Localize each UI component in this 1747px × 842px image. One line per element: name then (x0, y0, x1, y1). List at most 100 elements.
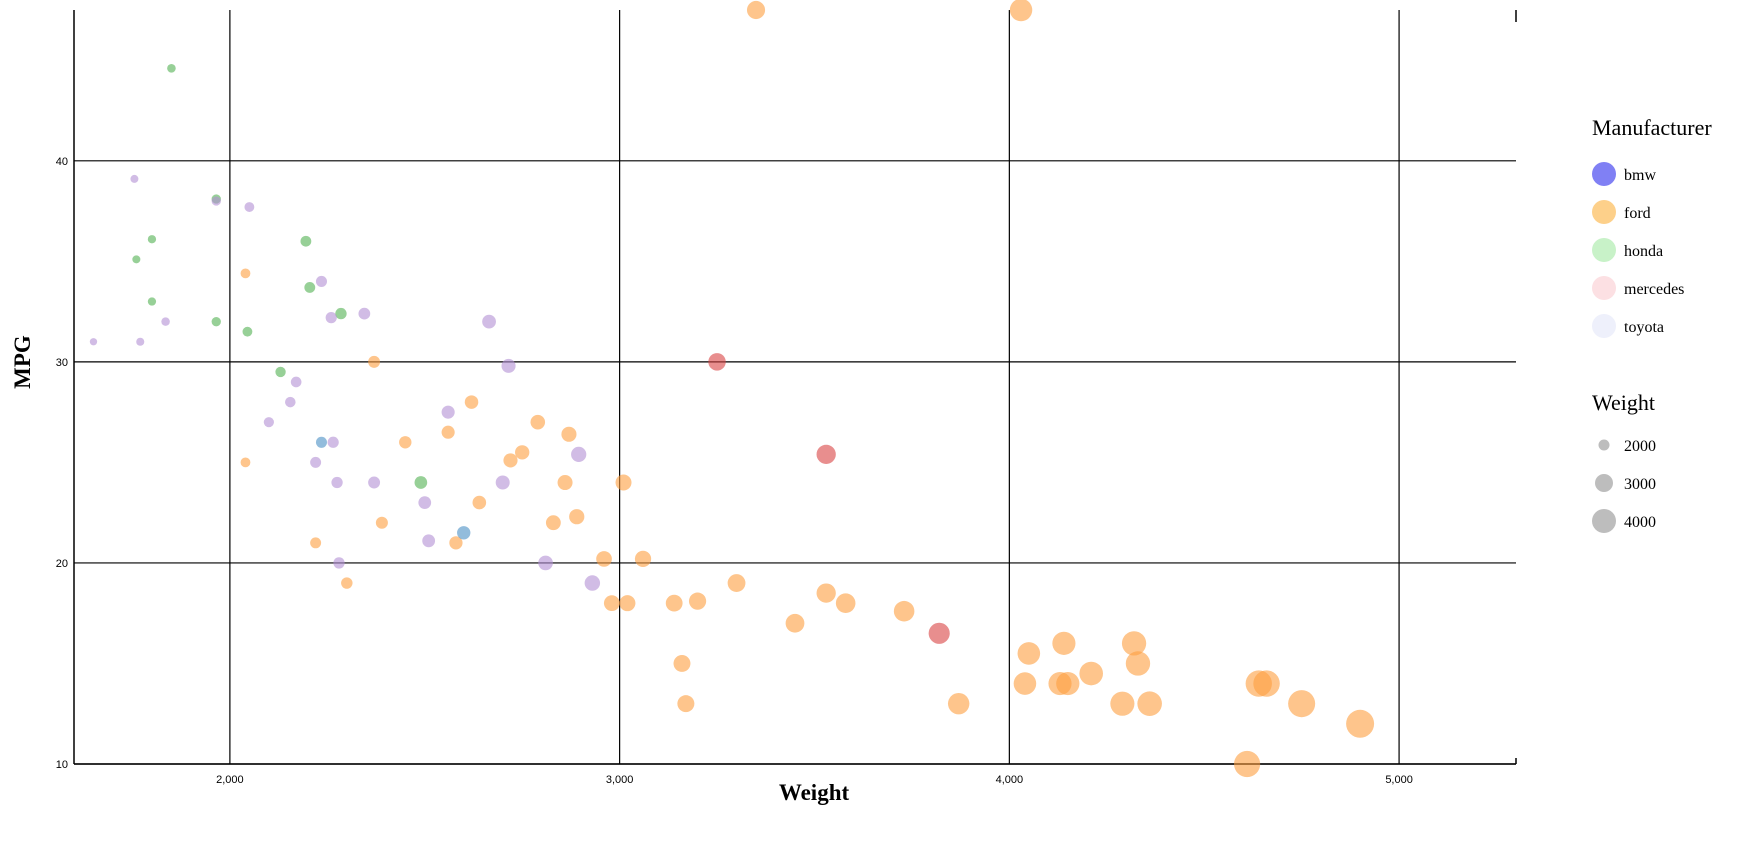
legend-swatch-toyota (1592, 314, 1616, 338)
data-point-toyota (263, 417, 274, 428)
legend-label-honda: honda (1624, 243, 1663, 260)
data-point-toyota (441, 405, 455, 419)
data-point-honda (300, 235, 312, 247)
grid (74, 10, 1516, 765)
data-point-mercedes (928, 622, 950, 644)
data-point-bmw (457, 526, 471, 540)
data-point-toyota (130, 174, 139, 183)
legend-swatch-ford (1592, 200, 1616, 224)
data-point-honda (147, 297, 157, 306)
size-legend-label-3000: 3000 (1624, 476, 1656, 493)
data-point-ford (1125, 651, 1151, 676)
data-point-toyota (331, 476, 343, 489)
legend-label-ford: ford (1624, 205, 1651, 222)
size-legend-circle-2000 (1598, 439, 1610, 451)
data-point-ford (240, 268, 251, 279)
size-legend-label-2000: 2000 (1624, 438, 1656, 455)
data-point-ford (1009, 0, 1033, 22)
legend-label-bmw: bmw (1624, 167, 1656, 184)
data-point-toyota (482, 314, 496, 329)
color-legend-title: Manufacturer (1592, 115, 1712, 140)
size-legend-circle-4000 (1592, 509, 1616, 533)
y-tick-label: 30 (56, 357, 68, 369)
y-tick-label: 20 (56, 558, 68, 570)
data-point-toyota (495, 475, 510, 490)
data-point-ford (634, 550, 652, 568)
data-point-honda (132, 255, 141, 264)
size-legend-circle-3000 (1595, 474, 1613, 492)
data-point-honda (304, 282, 316, 293)
data-point-ford (561, 426, 577, 442)
data-point-bmw (315, 436, 327, 448)
data-point-ford (375, 516, 388, 529)
data-point-toyota (333, 557, 345, 569)
data-point-toyota (89, 338, 98, 346)
data-point-toyota (422, 534, 436, 548)
data-point-ford (947, 692, 970, 715)
data-point-ford (1288, 690, 1316, 718)
x-tick-label: 4,000 (996, 774, 1024, 786)
y-tick-label: 40 (56, 156, 68, 168)
data-point-toyota (136, 337, 145, 346)
data-point-ford (785, 613, 805, 633)
data-point-ford (746, 0, 766, 20)
data-point-ford (1013, 672, 1037, 695)
data-point-ford (368, 355, 381, 368)
y-axis-title: MPG (10, 335, 35, 389)
data-point-ford (1079, 661, 1103, 686)
data-point-ford (310, 537, 322, 549)
x-axis-title: Weight (779, 780, 850, 805)
legend-swatch-mercedes (1592, 276, 1616, 300)
data-point-ford (1056, 671, 1080, 696)
data-point-ford (399, 436, 412, 449)
legend-swatch-honda (1592, 238, 1616, 262)
data-point-toyota (538, 555, 553, 571)
data-point-ford (619, 595, 636, 612)
data-point-mercedes (708, 353, 726, 371)
data-point-ford (596, 551, 612, 567)
data-point-toyota (368, 476, 381, 489)
data-point-ford (1137, 691, 1162, 716)
data-point-toyota (310, 456, 322, 468)
data-point-ford (472, 495, 487, 510)
size-legend-title: Weight (1592, 390, 1655, 415)
data-point-toyota (315, 275, 327, 287)
data-point-toyota (161, 317, 170, 326)
axes (73, 10, 1517, 765)
data-point-ford (688, 592, 707, 610)
data-point-honda (242, 326, 253, 337)
x-tick-label: 5,000 (1385, 774, 1413, 786)
data-point-ford (1234, 750, 1261, 778)
data-point-toyota (358, 307, 371, 320)
data-point-ford (503, 453, 518, 468)
data-point-honda (275, 366, 286, 378)
data-point-honda (335, 307, 347, 320)
legend: Manufacturer bmwfordhondamercedestoyota … (1592, 115, 1712, 533)
x-tick-label: 2,000 (216, 774, 244, 786)
data-point-ford (677, 695, 695, 713)
data-point-ford (464, 395, 479, 409)
data-point-ford (603, 595, 620, 612)
data-point-honda (211, 316, 221, 327)
data-point-ford (1052, 631, 1076, 655)
data-point-ford (835, 593, 856, 613)
data-point-ford (1253, 670, 1280, 697)
data-point-ford (816, 583, 836, 603)
data-point-toyota (418, 496, 432, 509)
data-point-ford (341, 577, 353, 589)
size-legend-label-4000: 4000 (1624, 514, 1656, 531)
data-point-ford (1346, 709, 1375, 738)
data-point-toyota (244, 202, 255, 212)
data-point-ford (727, 574, 746, 592)
x-tick-label: 3,000 (606, 774, 634, 786)
data-point-toyota (325, 312, 337, 324)
data-point-ford (1121, 631, 1147, 656)
data-point-ford (893, 600, 915, 622)
data-points (89, 0, 1375, 778)
data-point-ford (615, 474, 632, 491)
legend-swatch-bmw (1592, 162, 1616, 186)
data-point-toyota (211, 196, 221, 206)
data-point-ford (240, 457, 251, 468)
data-point-ford (545, 515, 561, 531)
